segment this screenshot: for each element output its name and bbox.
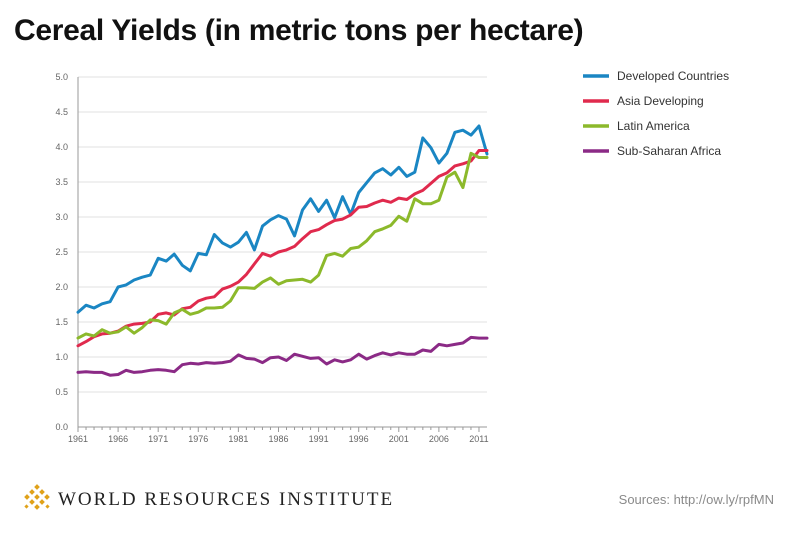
series-line-sub-saharan-africa xyxy=(76,335,489,377)
legend-label: Asia Developing xyxy=(617,94,704,108)
x-tick-label: 1976 xyxy=(188,434,208,444)
series-lines xyxy=(76,124,489,377)
series-line-latin-america xyxy=(76,151,489,340)
legend-label: Sub-Saharan Africa xyxy=(617,144,721,158)
y-tick-label: 0.5 xyxy=(55,387,68,397)
y-tick-label: 2.0 xyxy=(55,282,68,292)
organization-name: WORLD RESOURCES INSTITUTE xyxy=(58,489,395,510)
legend-label: Latin America xyxy=(617,119,690,133)
y-tick-label: 0.0 xyxy=(55,422,68,432)
legend-label: Developed Countries xyxy=(617,69,729,83)
y-tick-label: 2.5 xyxy=(55,247,68,257)
grid xyxy=(77,76,487,428)
chart-title: Cereal Yields (in metric tons per hectar… xyxy=(14,14,584,47)
y-tick-label: 4.5 xyxy=(55,107,68,117)
x-tick-label: 1986 xyxy=(268,434,288,444)
x-tick-label: 1991 xyxy=(309,434,329,444)
x-tick-label: 1981 xyxy=(228,434,248,444)
x-tick-label: 1996 xyxy=(349,434,369,444)
x-tick-label: 2006 xyxy=(429,434,449,444)
y-tick-label: 3.5 xyxy=(55,177,68,187)
x-tick-label: 1966 xyxy=(108,434,128,444)
y-tick-label: 1.5 xyxy=(55,317,68,327)
series-line-asia-developing xyxy=(76,149,489,348)
x-tick-label: 2011 xyxy=(469,434,488,444)
y-tick-label: 5.0 xyxy=(55,72,68,82)
source-note: Sources: http://ow.ly/rpfMN xyxy=(618,492,774,507)
y-tick-label: 1.0 xyxy=(55,352,68,362)
wri-logo-icon xyxy=(24,484,50,510)
x-axis: 1961 1966 1971 1976 1981 1986 1991 1996 2001 2006… xyxy=(68,427,489,444)
x-tick-label: 1961 xyxy=(68,434,88,444)
x-tick-label: 1971 xyxy=(148,434,168,444)
x-tick-label: 2001 xyxy=(389,434,409,444)
series-line-developed-countries xyxy=(76,124,489,314)
y-tick-label: 4.0 xyxy=(55,142,68,152)
y-axis: 0.0 0.5 1.0 1.5 2.0 2.5 3.0 3.5 4.0 4.5 5.0 xyxy=(55,72,68,432)
legend: Developed Countries Asia Developing Latin … xyxy=(583,69,729,158)
y-tick-label: 3.0 xyxy=(55,212,68,222)
